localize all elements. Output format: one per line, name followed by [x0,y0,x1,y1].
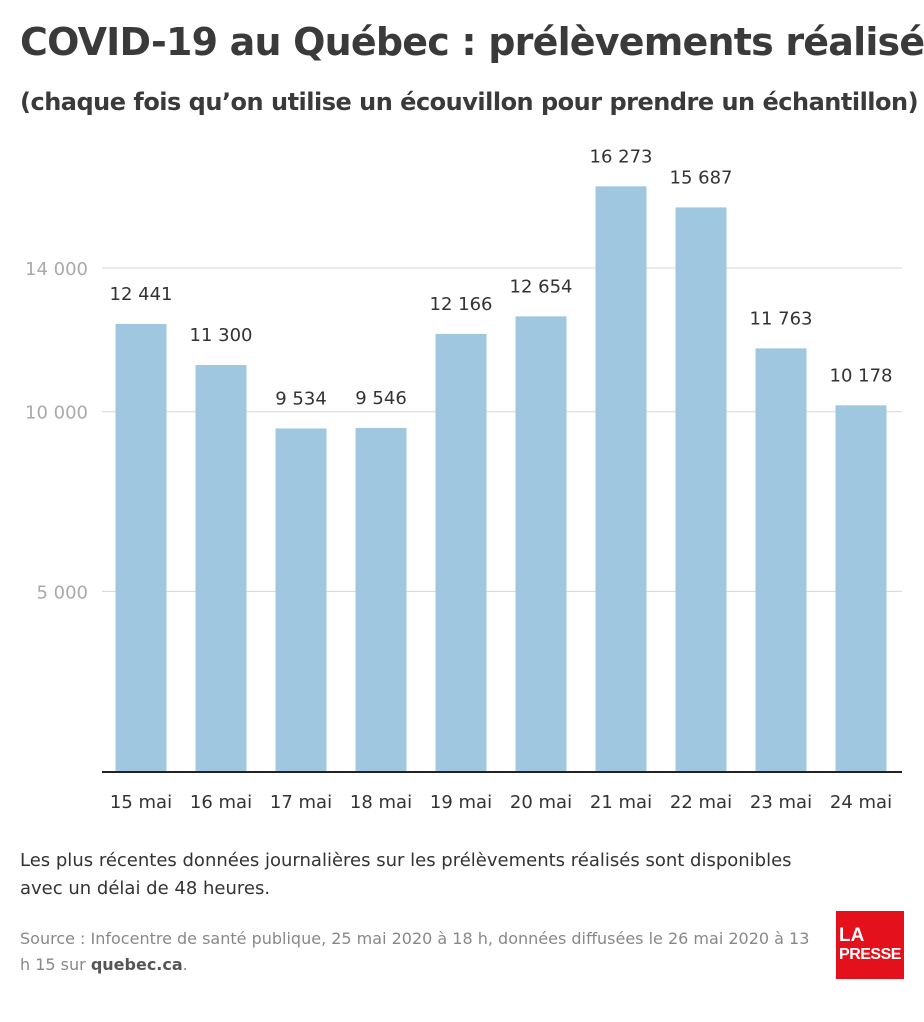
y-tick-label: 10 000 [25,403,88,424]
x-tick-label: 21 mai [590,792,652,813]
bar [195,365,247,771]
y-tick-label: 5 000 [36,582,88,603]
data-label: 11 300 [190,325,253,346]
bar [115,324,167,771]
bar [275,428,327,771]
value-labels: 12 441 11 300 9 534 9 546 12 166 12 654 16 273… [110,146,893,409]
data-label: 12 166 [430,294,493,315]
x-tick-label: 24 mai [830,792,892,813]
bars [115,186,887,771]
chart-subtitle: (chaque fois qu’on utilise un écouvillon… [20,88,919,116]
data-label: 9 534 [275,388,327,409]
bar [355,428,407,771]
bar [755,348,807,771]
data-label: 12 441 [110,284,173,305]
bar [675,207,727,771]
source-line: Source : Infocentre de santé publique, 2… [20,926,810,978]
data-label: 10 178 [830,365,893,386]
footnote: Les plus récentes données journalières s… [20,850,792,899]
bar-chart: 5 000 10 000 14 000 12 441 11 300 9 534 9 546… [25,146,902,813]
bar [435,333,487,771]
source-end: . [182,955,188,974]
data-label: 11 763 [750,308,813,329]
x-tick-label: 22 mai [670,792,732,813]
data-label: 9 546 [355,388,407,409]
x-axis-ticks: 15 mai 16 mai 17 mai 18 mai 19 mai 20 mai 21 m… [110,792,892,813]
y-tick-label: 14 000 [25,259,88,280]
source-text: Source : Infocentre de santé publique, 2… [20,929,810,974]
bar [835,405,887,771]
logo-line-1: LA [839,925,865,946]
source-link[interactable]: quebec.ca [90,955,183,974]
bar [595,186,647,771]
x-tick-label: 19 mai [430,792,492,813]
bar [515,316,567,771]
data-label: 15 687 [670,167,733,188]
x-tick-label: 20 mai [510,792,572,813]
x-tick-label: 16 mai [190,792,252,813]
y-axis-ticks: 5 000 10 000 14 000 [25,259,88,603]
x-tick-label: 18 mai [350,792,412,813]
x-tick-label: 15 mai [110,792,172,813]
x-tick-label: 17 mai [270,792,332,813]
logo-line-2: PRESSE [839,946,901,963]
chart-title: COVID-19 au Québec : prélèvements réalis… [20,20,924,64]
la-presse-logo: LA PRESSE [836,911,904,979]
data-label: 12 654 [510,276,573,297]
x-tick-label: 23 mai [750,792,812,813]
data-label: 16 273 [590,146,653,167]
